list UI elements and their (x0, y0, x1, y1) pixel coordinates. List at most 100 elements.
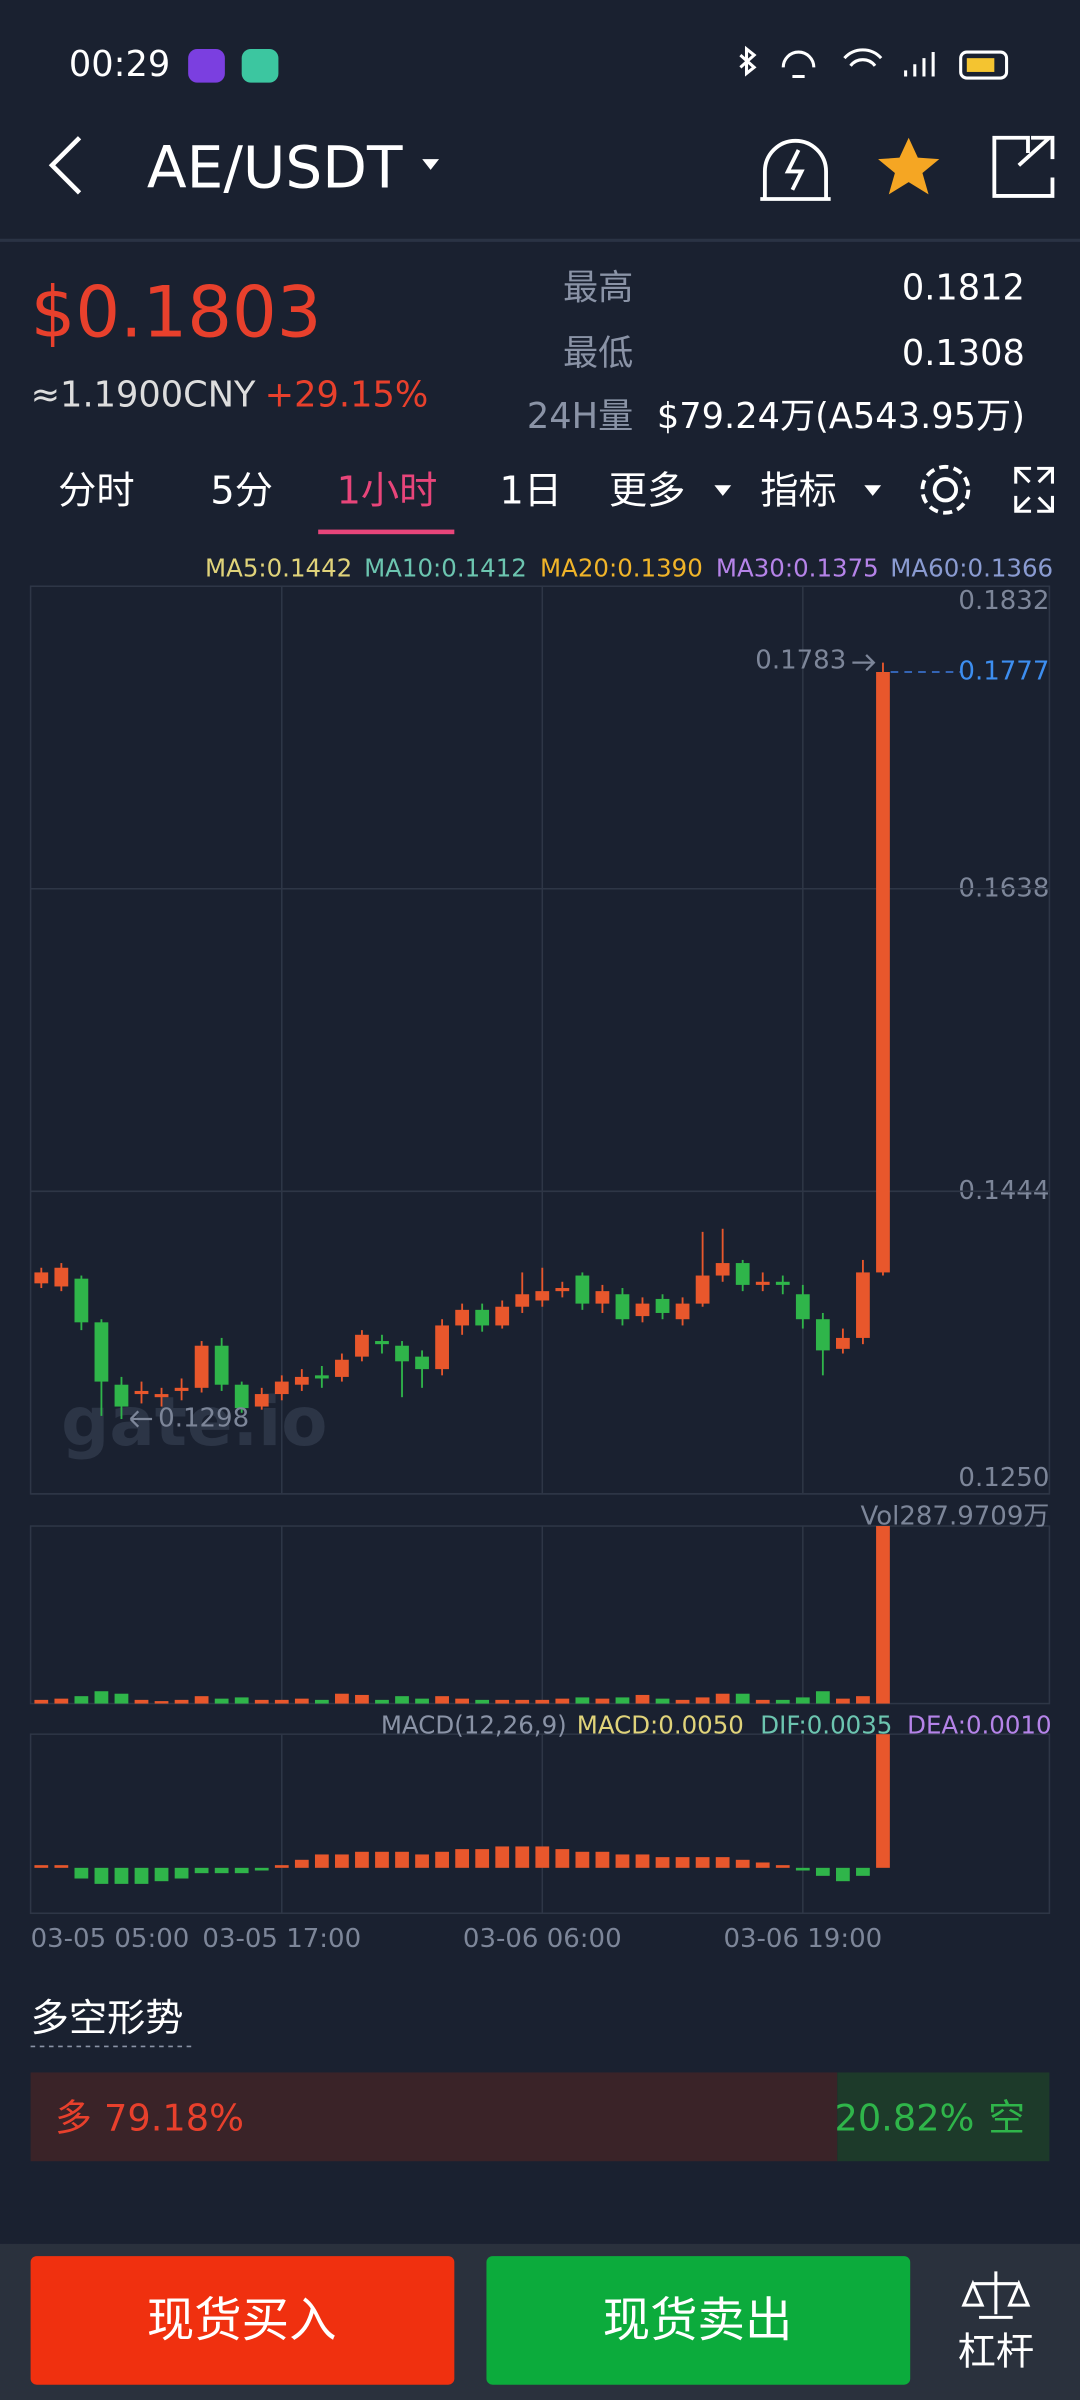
volume-bar (214, 1698, 229, 1704)
candle-body (415, 1356, 429, 1370)
candle-body (495, 1306, 510, 1326)
alert-icon[interactable] (760, 138, 831, 201)
candle-body (755, 1281, 770, 1285)
sell-button-label[interactable]: 现货卖出 (603, 2293, 793, 2348)
long-bar (30, 2072, 838, 2162)
fullscreen-icon[interactable] (1014, 466, 1054, 513)
macd-bar (635, 1854, 650, 1868)
volume-value: $79.24万(A543.95万) (657, 396, 1025, 437)
candle-body (274, 1381, 289, 1395)
candle-body (375, 1341, 389, 1345)
macd-bar (94, 1867, 109, 1884)
margin-label[interactable]: 杠杆 (958, 2330, 1034, 2375)
candle-body (695, 1275, 710, 1304)
buy-button[interactable] (30, 2256, 455, 2385)
candle-body (455, 1309, 470, 1326)
macd-bar (655, 1857, 670, 1868)
volume-bar (695, 1697, 710, 1704)
cny-price: ≈1.1900CNY (31, 374, 256, 415)
annotation-arrow (852, 654, 876, 672)
macd-bar (154, 1867, 169, 1882)
long-label: 多 (55, 2096, 92, 2139)
volume-bar (194, 1696, 209, 1704)
tab[interactable]: 分时 (58, 468, 134, 513)
macd-bar (395, 1851, 409, 1868)
candle-body (795, 1294, 810, 1320)
macd-bar (495, 1846, 510, 1868)
back-button[interactable] (48, 136, 82, 195)
candle-body (876, 671, 890, 1273)
buy-button-label[interactable]: 现货买入 (147, 2293, 337, 2348)
status-time: 00:29 (69, 44, 170, 85)
x-tick-label: 03-05 05:00 (31, 1924, 190, 1954)
tab-active[interactable]: 1小时 (337, 468, 438, 513)
macd-bar (114, 1867, 129, 1884)
macd-bar (575, 1851, 590, 1868)
volume-bar (395, 1696, 409, 1704)
tab[interactable]: 指标 (760, 468, 836, 513)
pair-title[interactable]: AE/USDT (147, 134, 403, 202)
settings-icon[interactable] (920, 464, 971, 515)
candle-body (735, 1263, 750, 1285)
macd-bar (294, 1859, 309, 1868)
volume-bar (375, 1699, 389, 1704)
volume-bar (455, 1698, 470, 1704)
volume-bar (74, 1696, 89, 1704)
volume-bar (655, 1698, 670, 1704)
macd-bar (815, 1867, 830, 1876)
low-annotation: 0.1298 (158, 1404, 249, 1434)
volume-bar (435, 1696, 449, 1704)
candle-body (214, 1345, 229, 1385)
high-annotation: 0.1783 (755, 646, 846, 676)
candle-body (715, 1263, 730, 1276)
macd-bar (375, 1851, 389, 1868)
tab[interactable]: 5分 (210, 468, 273, 513)
last-price: $0.1803 (31, 271, 322, 353)
volume-bar (114, 1693, 129, 1704)
ma-label: MA5:0.1442 (205, 553, 352, 582)
low-value: 0.1308 (902, 333, 1025, 374)
volume-bar (535, 1699, 550, 1704)
volume-bar (154, 1701, 169, 1704)
macd-bar (715, 1857, 730, 1868)
volume-bar (294, 1698, 309, 1704)
margin-icon[interactable] (961, 2271, 1031, 2319)
candle-body (675, 1303, 690, 1320)
candle-body (34, 1272, 49, 1284)
macd-bar (254, 1867, 269, 1871)
tab-underline (318, 529, 455, 535)
candle-body (254, 1394, 269, 1407)
candle-body (635, 1303, 650, 1317)
sell-button[interactable] (486, 2256, 911, 2385)
macd-label: MACD:0.0050 (577, 1711, 744, 1740)
pair-dropdown[interactable] (422, 159, 440, 170)
favorite-star[interactable] (878, 137, 940, 195)
tab[interactable]: 更多 (609, 468, 685, 513)
share-icon[interactable] (992, 135, 1055, 198)
macd-bar (355, 1851, 369, 1868)
macd-bar (435, 1851, 449, 1868)
macd-bar (836, 1867, 850, 1882)
volume-bar (675, 1699, 690, 1704)
candle-body (54, 1267, 69, 1287)
x-tick-label: 03-06 06:00 (463, 1924, 622, 1954)
volume-bar (335, 1693, 349, 1704)
volume-bar (575, 1697, 590, 1704)
candle-body (575, 1275, 590, 1304)
volume-bar (134, 1699, 149, 1704)
short-bar (837, 2072, 1050, 2162)
candle-body (595, 1291, 610, 1304)
volume-bar (174, 1699, 189, 1704)
macd-bar (134, 1867, 149, 1884)
candle-body (94, 1322, 109, 1382)
macd-bar (775, 1865, 790, 1868)
change-percent: +29.15% (265, 374, 429, 415)
x-tick-label: 03-05 17:00 (202, 1924, 361, 1954)
volume-bar (515, 1699, 530, 1704)
volume-bar (234, 1697, 249, 1704)
macd-bar (535, 1846, 550, 1868)
volume-bar (815, 1691, 830, 1704)
macd-bar (695, 1857, 710, 1868)
macd-label: DEA:0.0010 (907, 1711, 1051, 1740)
tab[interactable]: 1日 (500, 468, 563, 513)
